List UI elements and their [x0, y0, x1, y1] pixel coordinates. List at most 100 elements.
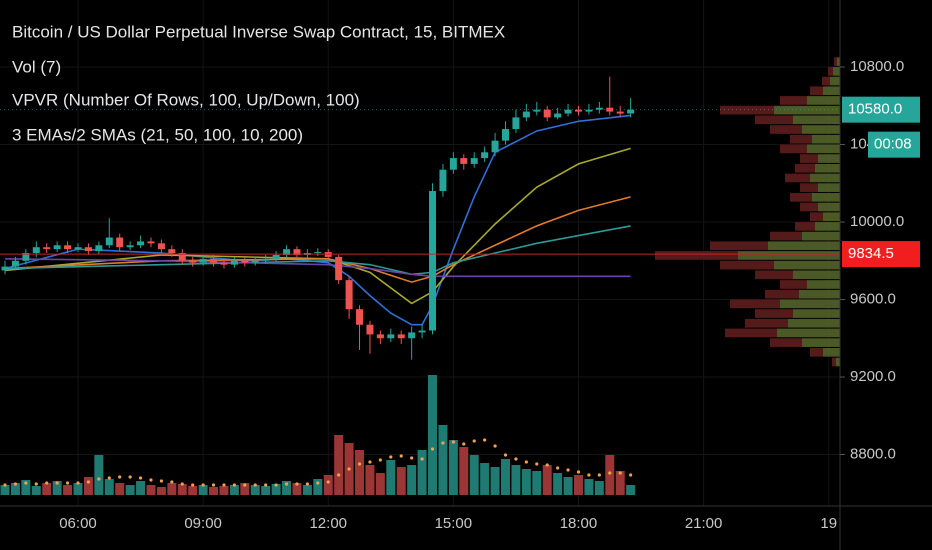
- volume-bar: [438, 425, 448, 495]
- profile-up: [774, 105, 840, 115]
- volume-bar: [501, 459, 511, 495]
- profile-up: [793, 115, 840, 125]
- profile-up: [833, 67, 840, 76]
- volume-ma-dot: [483, 438, 487, 442]
- volume-bar: [198, 485, 208, 495]
- candle-body: [429, 191, 437, 331]
- volume-ma-dot: [118, 475, 122, 479]
- volume-ma-dot: [3, 483, 7, 487]
- volume-ma-dot: [97, 477, 101, 481]
- profile-up: [774, 260, 840, 270]
- volume-ma-dot: [378, 458, 382, 462]
- volume-bar: [375, 473, 385, 495]
- candle-body: [387, 334, 395, 339]
- indicator-label: Vol (7): [12, 57, 61, 76]
- volume-bar: [511, 465, 521, 495]
- profile-down: [822, 76, 830, 86]
- profile-up: [780, 299, 840, 309]
- volume-ma-dot: [76, 481, 80, 485]
- volume-ma-dot: [410, 456, 414, 460]
- last-price-label: 10580.0: [848, 101, 902, 118]
- profile-up: [823, 212, 840, 222]
- profile-up: [793, 309, 840, 318]
- profile-down: [795, 222, 815, 231]
- volume-bar: [156, 487, 166, 495]
- profile-down: [832, 357, 836, 367]
- volume-ma-dot: [211, 483, 216, 487]
- volume-bar: [240, 483, 250, 495]
- candle-body: [137, 241, 145, 246]
- volume-ma-dot: [462, 442, 466, 446]
- volume-ma-dot: [107, 476, 111, 480]
- volume-ma-dot: [264, 483, 268, 487]
- candle-body: [470, 158, 478, 164]
- y-tick-label: 10800.0: [850, 58, 904, 75]
- profile-up: [837, 57, 840, 67]
- volume-bar: [125, 485, 135, 495]
- volume-ma-dot: [503, 453, 508, 457]
- volume-ma-dot: [55, 481, 59, 485]
- volume-bar: [469, 455, 479, 495]
- candle-body: [554, 113, 562, 118]
- profile-up: [807, 96, 840, 105]
- candle-body: [199, 258, 207, 263]
- volume-ma-dot: [618, 471, 622, 475]
- profile-down: [810, 212, 823, 222]
- volume-ma-dot: [326, 480, 330, 484]
- profile-up: [768, 241, 840, 251]
- volume-ma-dot: [535, 462, 539, 466]
- volume-bar: [396, 467, 406, 495]
- candle-body: [345, 280, 353, 310]
- volume-ma-dot: [389, 455, 393, 459]
- volume-ma-dot: [629, 473, 633, 477]
- candle-body: [157, 243, 165, 250]
- profile-up: [788, 318, 840, 328]
- volume-ma-dot: [24, 481, 28, 485]
- y-tick-label: 9200.0: [850, 368, 896, 385]
- profile-up: [777, 328, 840, 338]
- volume-bar: [292, 483, 302, 495]
- volume-bar: [459, 447, 469, 495]
- last-price-box: [842, 96, 920, 123]
- candle-body: [116, 237, 124, 248]
- x-tick-label: 15:00: [435, 515, 473, 532]
- volume-ma-dot: [243, 483, 247, 487]
- profile-down: [834, 57, 837, 67]
- candle-body: [32, 247, 40, 254]
- profile-up: [807, 144, 840, 154]
- volume-bar: [73, 483, 83, 495]
- candle-body: [241, 260, 249, 263]
- volume-ma-dot: [524, 460, 528, 464]
- volume-ma-dot: [180, 482, 184, 486]
- profile-down: [780, 144, 807, 154]
- candle-body: [533, 109, 541, 112]
- candle-body: [43, 247, 51, 250]
- indicator-label: VPVR (Number Of Rows, 100, Up/Down, 100): [12, 90, 360, 109]
- volume-ma-dot: [86, 480, 91, 484]
- volume-bar: [21, 480, 31, 495]
- profile-up: [738, 251, 840, 260]
- candle-body: [293, 249, 301, 255]
- profile-down: [828, 67, 833, 76]
- volume-bar: [94, 455, 104, 495]
- profile-up: [823, 86, 840, 96]
- volume-bar: [615, 471, 625, 495]
- volume-bar: [271, 484, 281, 495]
- volume-ma-dot: [430, 447, 435, 451]
- candle-body: [606, 107, 614, 112]
- profile-up: [815, 222, 840, 231]
- profile-down: [810, 86, 823, 96]
- profile-up: [823, 347, 840, 357]
- volume-ma-dot: [34, 482, 38, 486]
- volume-ma-dot: [399, 454, 403, 458]
- x-tick-label: 12:00: [309, 515, 347, 532]
- volume-ma-dot: [347, 467, 351, 471]
- volume-ma-dot: [545, 463, 549, 467]
- volume-bar: [31, 486, 41, 495]
- profile-down: [790, 134, 812, 144]
- volume-bar: [480, 463, 490, 495]
- candle-body: [74, 247, 82, 250]
- candle-body: [53, 245, 61, 250]
- candle-body: [564, 109, 572, 114]
